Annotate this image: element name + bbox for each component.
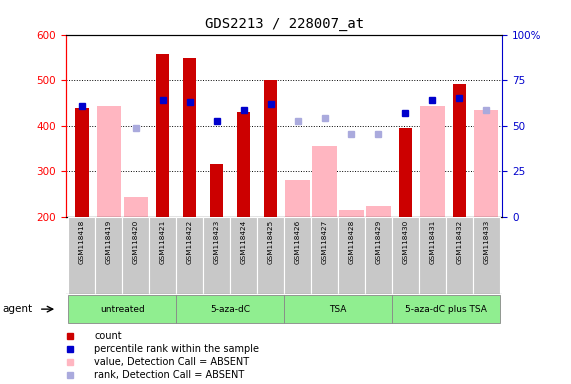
Bar	[312, 146, 337, 217]
Text: GSM118426: GSM118426	[295, 219, 300, 263]
Text: GSM118418: GSM118418	[79, 219, 85, 263]
Bar	[420, 106, 444, 217]
Bar	[69, 217, 95, 294]
Text: GSM118423: GSM118423	[214, 219, 220, 263]
Text: 5-aza-dC plus TSA: 5-aza-dC plus TSA	[405, 305, 487, 314]
Bar	[95, 217, 122, 294]
Bar	[399, 127, 412, 217]
Text: GSM118429: GSM118429	[376, 219, 381, 263]
Bar	[264, 80, 278, 217]
Bar	[367, 205, 391, 217]
Bar	[124, 197, 148, 217]
Text: GDS2213 / 228007_at: GDS2213 / 228007_at	[204, 17, 364, 31]
Text: TSA: TSA	[329, 305, 347, 314]
Bar	[365, 217, 392, 294]
Text: value, Detection Call = ABSENT: value, Detection Call = ABSENT	[94, 357, 249, 367]
Bar	[237, 112, 250, 217]
Bar	[286, 180, 309, 217]
Text: GSM118427: GSM118427	[321, 219, 328, 263]
Text: 5-aza-dC: 5-aza-dC	[210, 305, 250, 314]
Bar	[210, 164, 223, 217]
Bar	[96, 106, 121, 217]
Text: untreated: untreated	[100, 305, 144, 314]
Bar	[149, 217, 176, 294]
Bar	[69, 295, 176, 323]
Bar	[473, 217, 500, 294]
Bar	[176, 295, 284, 323]
Bar	[176, 217, 203, 294]
Text: rank, Detection Call = ABSENT: rank, Detection Call = ABSENT	[94, 370, 244, 380]
Bar	[474, 110, 498, 217]
Text: GSM118430: GSM118430	[403, 219, 408, 263]
Bar	[257, 217, 284, 294]
Bar	[203, 217, 230, 294]
Bar	[284, 295, 392, 323]
Text: GSM118421: GSM118421	[160, 219, 166, 263]
Bar	[338, 217, 365, 294]
Text: GSM118432: GSM118432	[456, 219, 463, 263]
Text: GSM118419: GSM118419	[106, 219, 112, 263]
Text: GSM118431: GSM118431	[429, 219, 435, 263]
Bar	[311, 217, 338, 294]
Text: count: count	[94, 331, 122, 341]
Bar	[230, 217, 257, 294]
Bar	[156, 54, 170, 217]
Text: percentile rank within the sample: percentile rank within the sample	[94, 344, 259, 354]
Bar	[392, 217, 419, 294]
Text: GSM118428: GSM118428	[348, 219, 355, 263]
Bar	[392, 295, 500, 323]
Text: GSM118420: GSM118420	[133, 219, 139, 263]
Bar	[339, 210, 364, 217]
Text: GSM118424: GSM118424	[240, 219, 247, 263]
Text: GSM118422: GSM118422	[187, 219, 192, 263]
Text: GSM118433: GSM118433	[483, 219, 489, 263]
Bar	[183, 58, 196, 217]
Bar	[446, 217, 473, 294]
Bar	[453, 84, 466, 217]
Bar	[75, 108, 89, 217]
Bar	[419, 217, 446, 294]
Bar	[284, 217, 311, 294]
Text: agent: agent	[3, 304, 33, 314]
Text: GSM118425: GSM118425	[268, 219, 274, 263]
Bar	[122, 217, 149, 294]
